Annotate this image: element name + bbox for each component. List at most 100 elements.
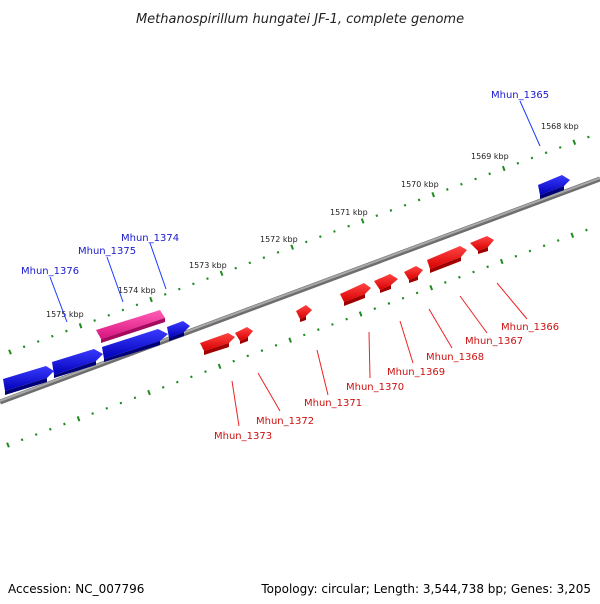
minor-tick	[107, 313, 111, 317]
label-mhun-1373[interactable]: Mhun_1373	[214, 431, 272, 442]
minor-tick	[93, 319, 96, 322]
minor-tick	[556, 239, 560, 242]
minor-tick	[587, 135, 590, 139]
major-tick	[6, 442, 10, 448]
label-mhun-1367[interactable]: Mhun_1367	[465, 336, 523, 347]
gene-mhun-1375[interactable]	[96, 310, 165, 343]
upper-scale-track	[8, 135, 590, 355]
gene-mhun-1374[interactable]	[167, 321, 190, 341]
gene-mhun-1366[interactable]	[470, 236, 494, 254]
minor-tick	[514, 254, 518, 258]
major-tick	[499, 258, 504, 265]
label-mhun-1372[interactable]: Mhun_1372	[256, 416, 314, 427]
forward-genes	[3, 175, 570, 395]
label-mhun-1370[interactable]: Mhun_1370	[346, 382, 404, 393]
gene-mhun-1376-b[interactable]	[52, 349, 103, 378]
gene-mhun-1369[interactable]	[374, 274, 398, 293]
minor-tick	[262, 256, 266, 260]
kbp-label-1570: 1570 kbp	[401, 180, 439, 189]
label-mhun-1375[interactable]: Mhun_1375	[78, 246, 136, 257]
label-mhun-1365[interactable]: Mhun_1365	[491, 90, 549, 101]
minor-tick	[443, 281, 447, 284]
minor-tick	[417, 198, 421, 202]
minor-tick	[317, 328, 320, 332]
minor-tick	[544, 151, 548, 155]
genome-title: Methanospirillum hungatei JF-1, complete…	[136, 12, 464, 27]
minor-tick	[204, 370, 207, 373]
minor-tick	[190, 375, 193, 379]
minor-tick	[36, 340, 40, 343]
kbp-label-1569: 1569 kbp	[471, 152, 509, 161]
minor-tick	[488, 172, 491, 176]
minor-tick	[558, 146, 562, 149]
minor-tick	[474, 177, 477, 181]
genome-summary-text: Topology: circular; Length: 3,544,738 bp…	[261, 582, 591, 596]
backbone-highlight	[0, 177, 600, 402]
minor-tick	[175, 380, 179, 384]
minor-tick	[121, 308, 125, 312]
major-tick	[8, 349, 12, 355]
gene-mhun-1367[interactable]	[427, 246, 467, 273]
minor-tick	[401, 296, 405, 300]
minor-tick	[246, 354, 250, 358]
minor-tick	[389, 209, 393, 212]
label-mhun-1366[interactable]: Mhun_1366	[501, 322, 559, 333]
major-tick	[360, 218, 365, 224]
minor-tick	[319, 235, 322, 239]
gene-mhun-1373[interactable]	[200, 333, 235, 355]
major-tick	[78, 323, 83, 329]
minor-tick	[302, 333, 306, 337]
major-tick	[572, 139, 577, 145]
kbp-label-1573: 1573 kbp	[189, 261, 227, 270]
minor-tick	[542, 244, 546, 248]
minor-tick	[347, 224, 350, 228]
minor-tick	[403, 203, 407, 207]
label-mhun-1376[interactable]: Mhun_1376	[21, 266, 79, 277]
minor-tick	[486, 265, 489, 269]
gene-mhun-1365[interactable]	[538, 175, 570, 199]
gene-mhun-1371[interactable]	[296, 305, 312, 322]
label-mhun-1371[interactable]: Mhun_1371	[304, 398, 362, 409]
minor-tick	[135, 303, 139, 307]
major-tick	[358, 311, 363, 317]
minor-tick	[331, 323, 334, 326]
label-mhun-1368[interactable]: Mhun_1368	[426, 352, 484, 363]
minor-tick	[206, 277, 209, 280]
minor-tick	[415, 291, 419, 295]
minor-tick	[375, 214, 379, 218]
minor-tick	[20, 438, 24, 442]
minor-tick	[22, 345, 26, 349]
major-tick	[290, 244, 294, 250]
minor-tick	[63, 422, 66, 426]
minor-tick	[387, 302, 391, 305]
minor-tick	[65, 329, 68, 333]
gene-mhun-1370[interactable]	[340, 283, 371, 306]
minor-tick	[192, 282, 195, 286]
minor-tick	[585, 228, 588, 232]
gene-mhun-1372[interactable]	[235, 327, 253, 344]
minor-tick	[48, 427, 52, 431]
kbp-label-1574: 1574 kbp	[118, 286, 156, 295]
lower-scale-track	[6, 228, 588, 448]
gene-mhun-1376-c[interactable]	[3, 366, 54, 395]
major-tick	[147, 389, 151, 396]
minor-tick	[460, 182, 463, 186]
minor-tick	[234, 266, 238, 270]
kbp-label-1572: 1572 kbp	[260, 235, 298, 244]
major-tick	[429, 285, 434, 291]
kbp-label-1575: 1575 kbp	[46, 310, 84, 319]
minor-tick	[373, 307, 377, 311]
minor-tick	[133, 396, 137, 400]
minor-tick	[276, 250, 280, 254]
label-mhun-1374[interactable]: Mhun_1374	[121, 233, 179, 244]
minor-tick	[304, 240, 308, 244]
gene-mhun-1368[interactable]	[404, 266, 423, 283]
minor-tick	[274, 343, 278, 347]
minor-tick	[260, 349, 264, 353]
label-mhun-1369[interactable]: Mhun_1369	[387, 367, 445, 378]
major-tick	[217, 363, 222, 370]
minor-tick	[34, 433, 38, 436]
gene-mhun-1376-a[interactable]	[102, 329, 168, 362]
